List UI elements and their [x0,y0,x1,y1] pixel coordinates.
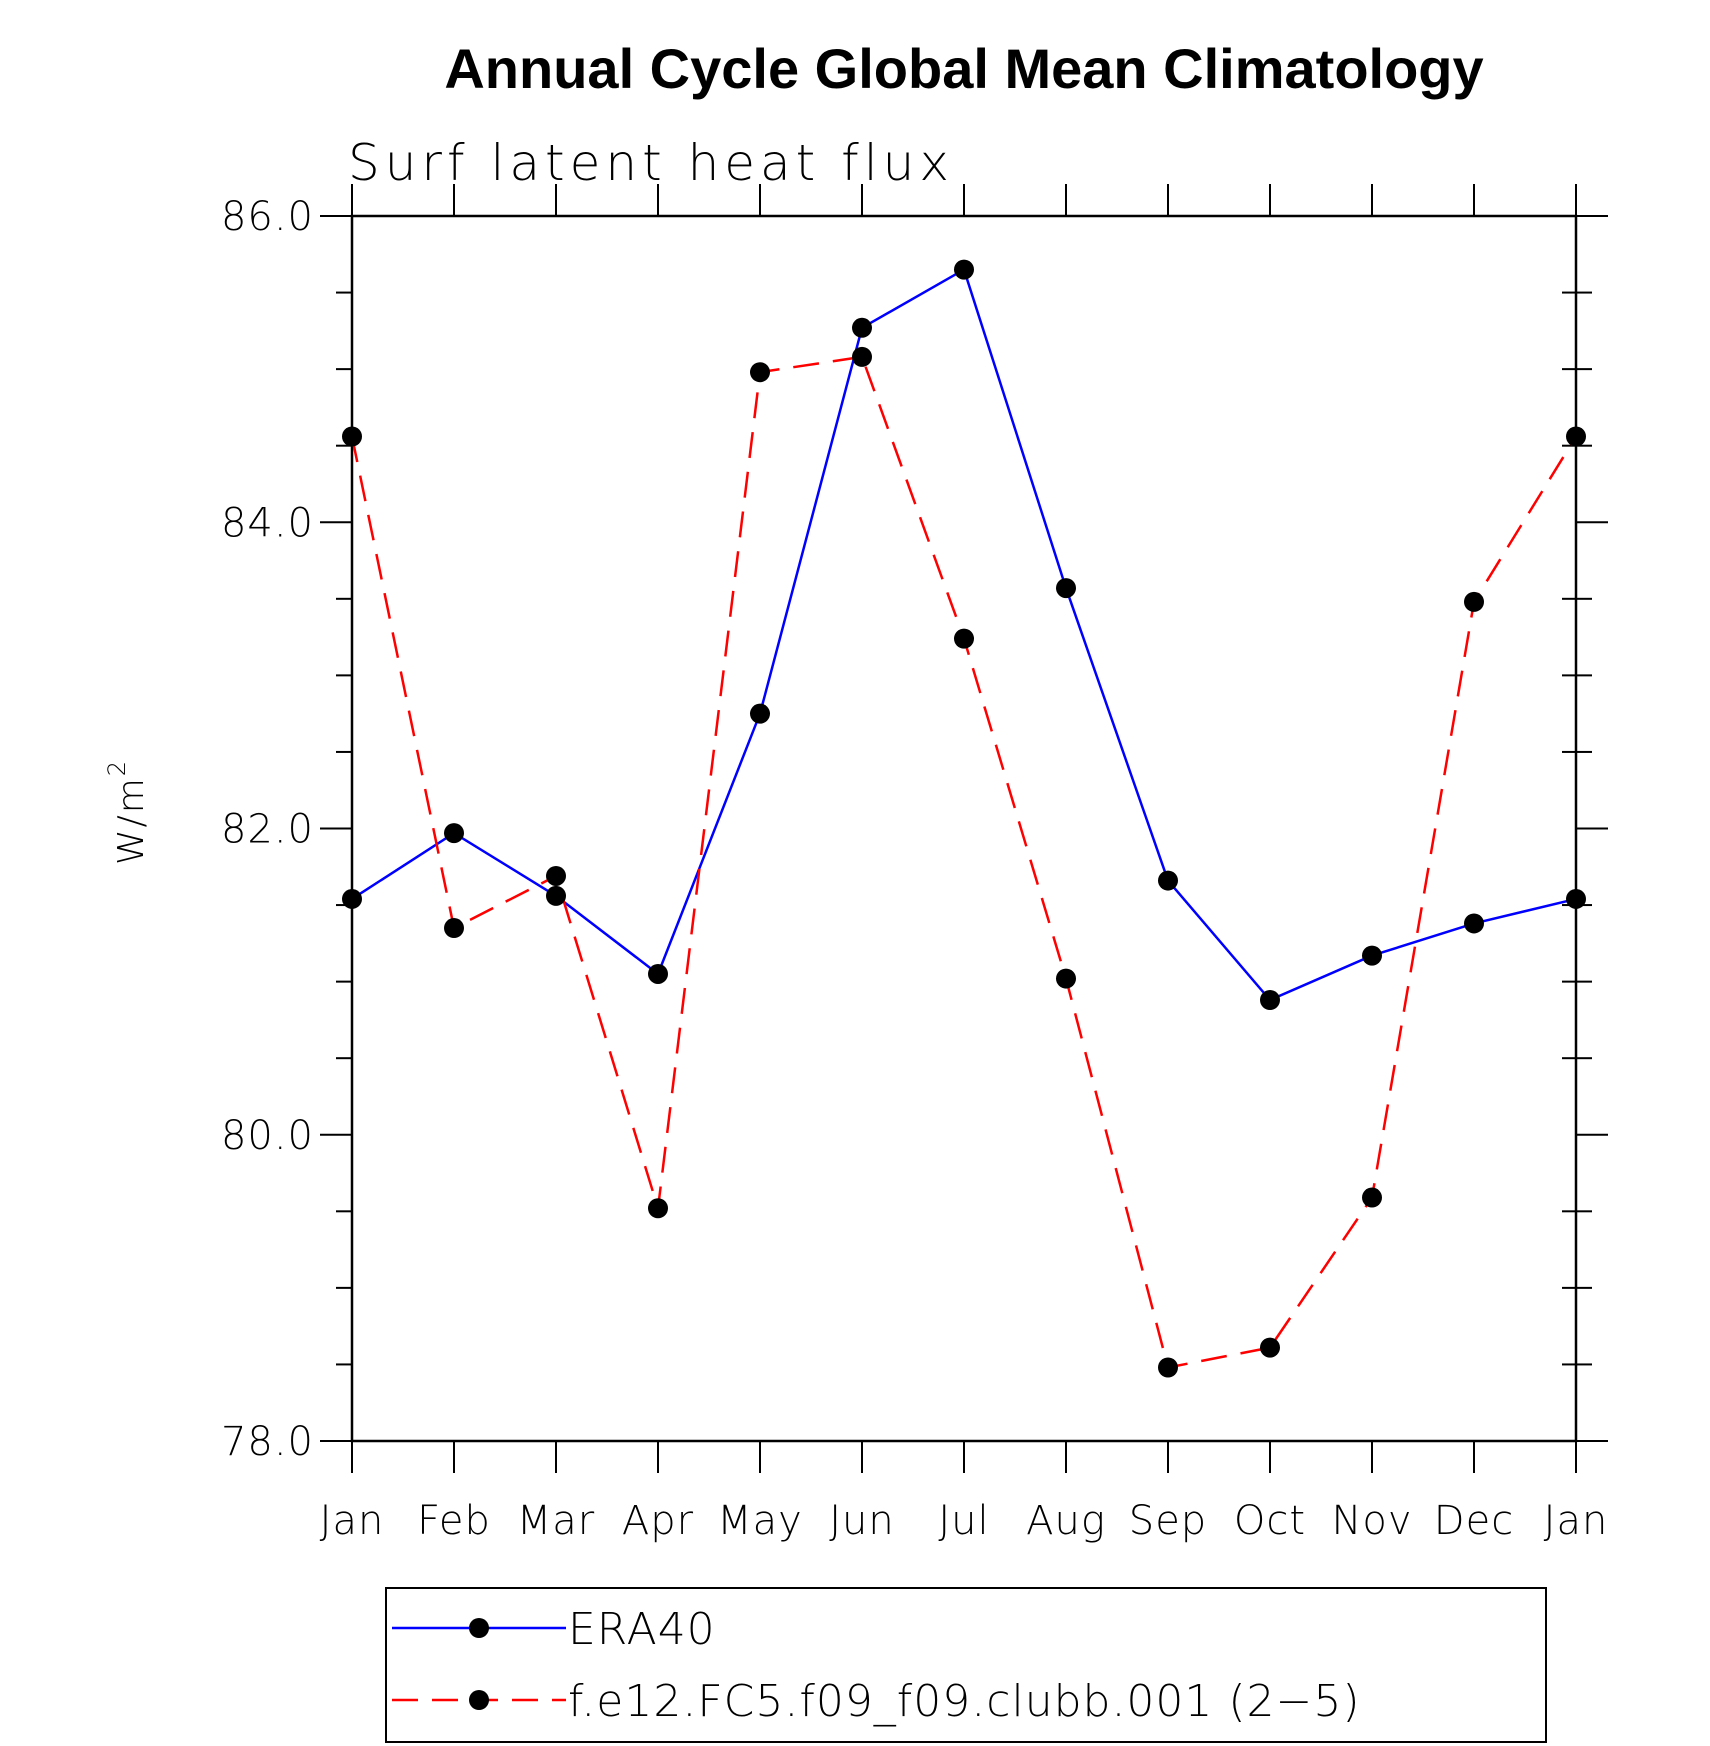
y-tick-label: 86.0 [221,194,314,240]
series-1-point [750,703,770,724]
series-2-point [1464,591,1484,612]
x-tick-label: Jan [320,1498,385,1544]
series-1-point [1260,990,1280,1010]
legend-label-1: ERA40 [568,1604,716,1655]
y-axis-label: W/m2 [103,759,152,865]
series-1-point [1158,870,1178,891]
series-2-point [1260,1337,1280,1358]
series-2-point [546,865,566,886]
x-tick-label: Sep [1129,1498,1207,1544]
series-1-point [1056,578,1076,599]
x-tick-label: Nov [1331,1498,1412,1544]
series-2-point [444,918,464,939]
x-tick-label: Jun [829,1498,895,1544]
chart-title: Annual Cycle Global Mean Climatology [444,37,1483,100]
axes [320,184,1608,1473]
series-2-point [750,362,770,383]
x-tick-label: Jan [1544,1498,1609,1544]
series-1-point [648,963,668,984]
series-1-point [1464,913,1484,934]
series-1-point [342,888,362,909]
y-tick-label: 82.0 [221,807,314,853]
legend-marker-1 [469,1618,489,1638]
series-1-point [444,823,464,844]
y-tick-label: 80.0 [221,1113,314,1159]
series-2-point [1362,1187,1382,1208]
series-2-point [342,426,362,447]
x-tick-label: Oct [1234,1498,1306,1544]
x-tick-label: Dec [1434,1498,1514,1544]
series-2-point [1056,968,1076,989]
series-1-point [852,317,872,338]
legend-label-2: f.e12.FC5.f09_f09.clubb.001 (2−5) [568,1676,1361,1727]
legend: ERA40 f.e12.FC5.f09_f09.clubb.001 (2−5) [385,1587,1547,1743]
series-2-point [954,628,974,649]
legend-box [385,1587,1547,1743]
series-2-point [1158,1357,1178,1378]
plot-frame [350,214,1578,1443]
legend-marker-2 [469,1690,489,1710]
chart-subtitle: Surf latent heat flux [348,134,954,192]
x-tick-label: May [717,1498,803,1544]
series-1-point [1362,945,1382,966]
x-tick-label: Apr [622,1498,694,1544]
y-tick-label: 78.0 [221,1419,314,1465]
x-tick-label: Aug [1026,1498,1106,1544]
x-tick-label: Jul [938,1498,989,1544]
series-line-2 [350,355,1578,1369]
x-tick-labels: Jan Feb Mar Apr May Jun Jul Aug Sep Oct Nov Dec Jan [320,1498,1609,1544]
x-tick-label: Feb [417,1498,491,1544]
series-layer [342,259,1586,1378]
y-tick-labels: 78.0 80.0 82.0 84.0 86.0 [221,194,314,1465]
series-1-point [954,259,974,280]
series-2-point [648,1198,668,1219]
x-tick-label: Mar [517,1498,595,1544]
y-tick-label: 84.0 [221,500,314,546]
series-1-point [546,885,566,906]
series-2-point [852,346,872,367]
series-1-point [1566,888,1586,909]
series-2-point [1566,426,1586,447]
